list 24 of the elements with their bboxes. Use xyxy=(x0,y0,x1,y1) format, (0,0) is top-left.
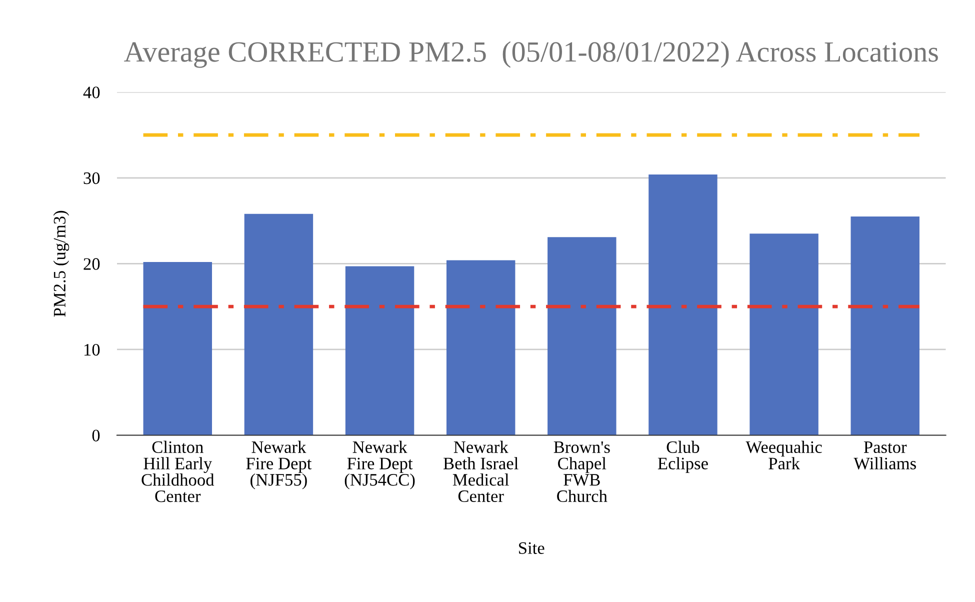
bar xyxy=(143,262,212,436)
y-tick-label: 20 xyxy=(84,258,100,270)
y-tick-label: 0 xyxy=(92,430,100,442)
bar xyxy=(850,216,920,436)
bar xyxy=(648,174,718,436)
x-tick-label: Brown's Chapel FWB Church xyxy=(554,441,610,502)
bar xyxy=(548,237,616,436)
bar xyxy=(244,214,314,436)
y-tick-label: 40 xyxy=(83,86,100,98)
x-tick-label: Weequahic Park xyxy=(746,440,822,470)
y-tick-label: 10 xyxy=(84,344,100,356)
x-axis-title: Site xyxy=(519,542,544,554)
bar xyxy=(446,260,516,436)
x-tick-label: Clinton Hill Early Childhood Center xyxy=(142,440,214,502)
y-axis-title: PM2.5 (ug/m3) xyxy=(53,210,70,317)
bar xyxy=(750,234,818,436)
y-tick-label: 30 xyxy=(84,172,100,184)
bar xyxy=(345,266,414,436)
x-tick-label: Newark Fire Dept (NJ54CC) xyxy=(344,440,415,490)
chart-title: Average CORRECTED PM2.5 (05/01-08/01/2022) Across Locations xyxy=(124,41,938,68)
x-tick-label: Club Eclipse xyxy=(658,440,708,473)
x-tick-label: Newark Beth Israel Medical Center xyxy=(443,440,518,502)
x-tick-label: Newark Fire Dept (NJF55) xyxy=(246,440,312,490)
x-tick-label: Pastor Williams xyxy=(854,441,916,470)
